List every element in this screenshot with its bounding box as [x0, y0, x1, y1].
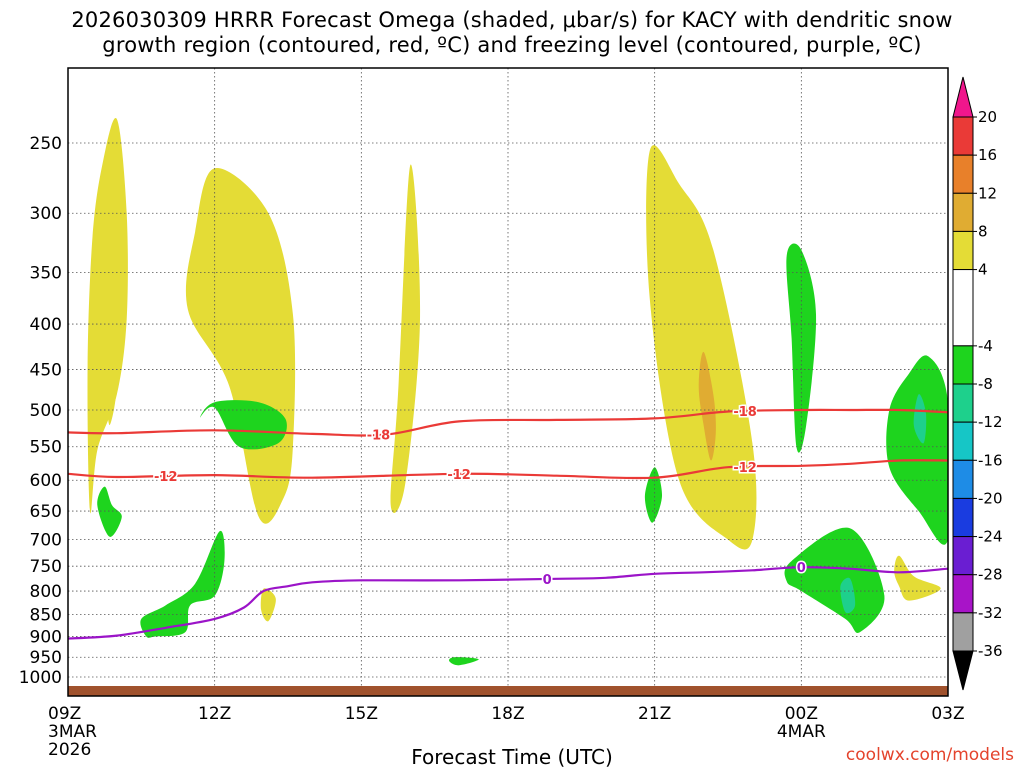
freezing-level-contour-label: 0: [543, 573, 552, 588]
omega-region-5: [646, 145, 757, 550]
colorbar-bin: [952, 192, 974, 232]
colorbar-label--32: -32: [978, 604, 1003, 622]
colorbar-label--16: -16: [978, 451, 1003, 469]
y-tick-label-700: 700: [30, 531, 62, 551]
y-tick-label-650: 650: [30, 502, 62, 522]
colorbar-label--12: -12: [978, 413, 1003, 431]
omega-region-13: [644, 467, 663, 523]
omega-region-17: [886, 355, 948, 545]
omega-region-10: [200, 400, 287, 450]
x-tick-label-00Z: 00Z: [785, 704, 818, 724]
colorbar-label--20: -20: [978, 489, 1003, 507]
colorbar-bin: [952, 536, 974, 576]
y-tick-label-500: 500: [30, 401, 62, 421]
surface-strip: [68, 686, 948, 696]
y-tick-label-800: 800: [30, 582, 62, 602]
colorbar-label--36: -36: [978, 642, 1003, 660]
credit-link[interactable]: coolwx.com/models: [845, 745, 1014, 765]
colorbar-bin: [952, 383, 974, 423]
colorbar-bin: [952, 574, 974, 614]
colorbar-bin: [952, 497, 974, 538]
x-tick-sublabel: 3MAR: [48, 722, 97, 742]
colorbar-bin: [952, 345, 974, 385]
y-tick-label-450: 450: [30, 360, 62, 380]
colorbar-label-12: 12: [978, 184, 997, 202]
omega-region-7: [260, 588, 276, 622]
x-tick-label-21Z: 21Z: [638, 704, 671, 724]
y-tick-label-300: 300: [30, 204, 62, 224]
colorbar-label--24: -24: [978, 528, 1003, 546]
colorbar-bin: [952, 116, 974, 156]
omega-region-12: [449, 657, 479, 666]
y-tick-label-550: 550: [30, 438, 62, 458]
omega-region-1: [87, 118, 128, 514]
chart-title-line-1: 2026030309 HRRR Forecast Omega (shaded, …: [71, 8, 953, 32]
y-tick-label-350: 350: [30, 264, 62, 284]
y-tick-label-400: 400: [30, 315, 62, 335]
x-tick-label-12Z: 12Z: [198, 704, 231, 724]
colorbar-label-4: 4: [978, 261, 988, 279]
colorbar-label--28: -28: [978, 566, 1003, 584]
dgz-contour-minus-18-label: -18: [733, 405, 757, 420]
dgz-contour-minus-18-label: -18: [367, 429, 391, 444]
x-tick-sublabel: 2026: [48, 740, 91, 760]
dgz-contour-minus-12-label: -12: [154, 470, 178, 485]
colorbar: 20 16 12 8 4 -4 -8 -12 -16 -20 -24 -28 -32 -36: [952, 76, 1003, 691]
colorbar-label-16: 16: [978, 146, 997, 164]
colorbar-bin: [952, 612, 974, 652]
y-tick-label-250: 250: [30, 134, 62, 154]
omega-region-4: [390, 164, 421, 513]
omega-region-6: [698, 351, 716, 461]
omega-region-3: [185, 168, 296, 524]
dgz-contour-minus-12: [68, 459, 948, 480]
y-tick-label-900: 900: [30, 627, 62, 647]
colorbar-label-20: 20: [978, 108, 997, 126]
dgz-contour-minus-12-label: -12: [733, 461, 757, 476]
omega-shading: [87, 118, 948, 666]
chart-title-line-2: growth region (contoured, red, ºC) and f…: [102, 33, 922, 57]
dgz-contour-minus-18: [68, 408, 948, 437]
y-tick-label-1000: 1000: [19, 668, 62, 688]
colorbar-bin: [952, 230, 974, 271]
colorbar-label-8: 8: [978, 222, 988, 240]
plot-frame: [67, 67, 949, 697]
y-tick-label-950: 950: [30, 648, 62, 668]
omega-region-2: [107, 360, 116, 426]
y-tick-label-850: 850: [30, 605, 62, 625]
colorbar-label--4: -4: [978, 337, 993, 355]
freezing-level-contour: [68, 566, 948, 640]
omega-region-8: [894, 555, 941, 601]
omega-region-15: [784, 527, 885, 633]
colorbar-label--8: -8: [978, 375, 993, 393]
x-tick-sublabel: 4MAR: [777, 722, 826, 742]
x-tick-label-09Z: 09Z: [48, 704, 81, 724]
x-tick-label-15Z: 15Z: [345, 704, 378, 724]
omega-region-16: [840, 577, 856, 614]
grid-lines: [67, 68, 948, 696]
x-axis-title: Forecast Time (UTC): [411, 745, 613, 769]
colorbar-bin: [952, 421, 974, 461]
colorbar-bin: [952, 459, 974, 499]
y-tick-label-600: 600: [30, 471, 62, 491]
omega-region-11: [140, 530, 225, 638]
y-tick-label-750: 750: [30, 557, 62, 577]
omega-region-9: [97, 486, 122, 537]
y-axis-labels: 2503003504004505005506006507007508008509…: [19, 134, 62, 688]
colorbar-bottom-arrow: [952, 650, 974, 691]
colorbar-top-arrow: [952, 76, 974, 118]
surface-ground: [68, 686, 948, 696]
contour-lines: -18 -18 -12 -12 -12 0 0: [68, 404, 948, 640]
freezing-level-contour-label: 0: [797, 561, 806, 576]
dgz-contour-minus-12-label: -12: [447, 468, 471, 483]
omega-region-18: [913, 394, 927, 444]
colorbar-bin: [952, 154, 974, 194]
x-tick-label-18Z: 18Z: [491, 704, 524, 724]
x-tick-label-03Z: 03Z: [931, 704, 964, 724]
colorbar-bin: [952, 269, 974, 347]
